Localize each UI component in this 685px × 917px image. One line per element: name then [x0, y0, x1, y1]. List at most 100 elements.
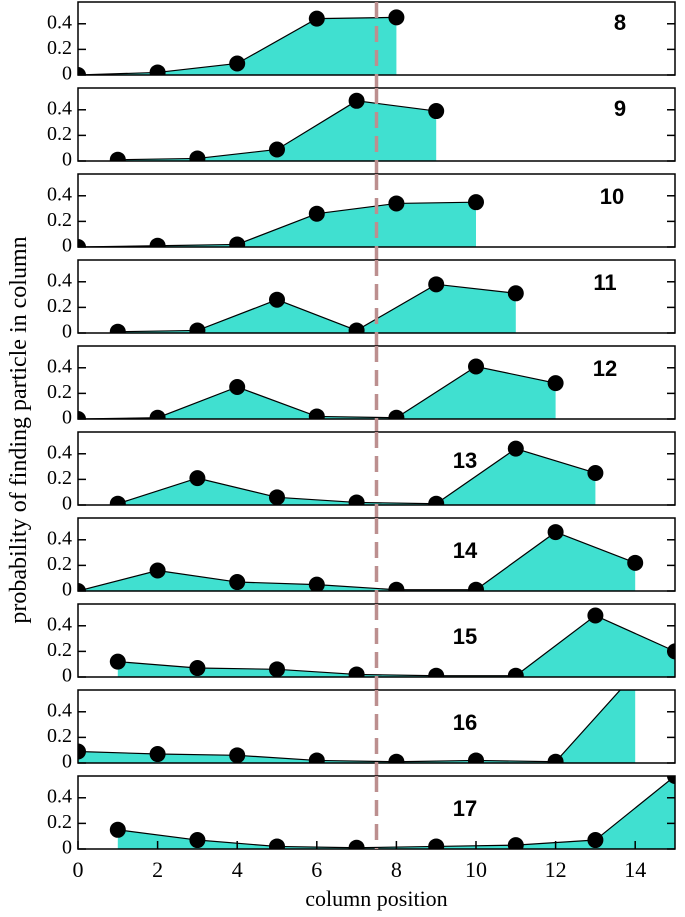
- x-tick-label: 14: [624, 857, 646, 882]
- panel: [78, 690, 636, 763]
- y-tick-label: 0.4: [47, 11, 72, 33]
- y-tick-label: 0.4: [47, 97, 72, 119]
- y-tick-label: 0.4: [47, 183, 72, 205]
- marker: [468, 581, 484, 591]
- marker: [667, 776, 675, 784]
- y-tick-label: 0.2: [47, 639, 72, 661]
- y-tick-label: 0.2: [47, 209, 72, 231]
- marker: [269, 141, 285, 158]
- marker: [547, 524, 564, 541]
- panel-label: 10: [600, 184, 624, 209]
- marker: [109, 323, 126, 333]
- marker: [78, 239, 86, 247]
- marker: [109, 821, 126, 838]
- y-tick-label: 0: [62, 493, 72, 515]
- panel-label: 16: [453, 710, 477, 735]
- marker: [109, 151, 126, 161]
- panel: [78, 531, 636, 591]
- panel-label: 8: [614, 10, 626, 35]
- y-tick-label: 0.2: [47, 381, 72, 403]
- y-tick-label: 0.4: [47, 527, 72, 549]
- marker: [109, 495, 126, 505]
- y-tick-label: 0: [62, 321, 72, 343]
- y-tick-label: 0: [62, 665, 72, 687]
- marker: [348, 322, 365, 333]
- marker: [587, 464, 604, 481]
- marker: [269, 661, 285, 677]
- y-tick-label: 0: [62, 751, 72, 773]
- y-axis-title: probability of finding particle in colum…: [6, 236, 32, 623]
- y-tick-label: 0: [62, 149, 72, 171]
- marker: [308, 752, 325, 763]
- area-fill: [78, 532, 636, 591]
- y-tick-label: 0.2: [47, 467, 72, 489]
- marker: [189, 470, 206, 487]
- marker: [269, 489, 285, 505]
- panel-label: 9: [614, 96, 626, 121]
- marker: [149, 746, 166, 763]
- area-fill: [117, 615, 675, 677]
- marker: [269, 291, 285, 308]
- marker: [468, 358, 484, 375]
- marker: [507, 285, 524, 302]
- marker: [149, 562, 166, 579]
- y-tick-label: 0.2: [47, 37, 72, 59]
- panel: [117, 283, 516, 333]
- area-fill: [78, 17, 397, 75]
- marker: [348, 494, 365, 505]
- x-tick-label: 4: [232, 857, 243, 882]
- marker: [388, 9, 405, 26]
- marker: [587, 832, 604, 849]
- marker: [308, 408, 325, 419]
- marker: [507, 837, 524, 849]
- area-fill: [78, 366, 556, 419]
- marker: [388, 195, 405, 212]
- marker: [229, 236, 246, 247]
- marker: [428, 276, 445, 293]
- marker: [189, 150, 206, 161]
- x-tick-label: 0: [73, 857, 84, 882]
- marker: [308, 10, 325, 27]
- marker: [189, 660, 206, 677]
- y-tick-label: 0: [62, 837, 72, 859]
- marker: [388, 409, 405, 419]
- x-axis-title: column position: [305, 886, 447, 911]
- marker: [348, 92, 365, 109]
- area-fill: [117, 448, 596, 505]
- marker: [229, 378, 246, 395]
- y-tick-label: 0: [62, 235, 72, 257]
- panel-label: 14: [453, 538, 478, 563]
- marker: [388, 753, 405, 763]
- marker: [388, 581, 405, 591]
- panel-label: 12: [593, 356, 617, 381]
- marker: [468, 752, 484, 763]
- y-tick-label: 0: [62, 407, 72, 429]
- panel: [117, 614, 675, 677]
- marker: [308, 205, 325, 222]
- marker: [587, 607, 604, 624]
- marker: [428, 667, 445, 677]
- y-tick-label: 0.2: [47, 725, 72, 747]
- y-tick-label: 0.2: [47, 811, 72, 833]
- y-tick-label: 0.4: [47, 785, 72, 807]
- x-tick-label: 2: [152, 857, 163, 882]
- marker: [428, 103, 445, 120]
- marker: [189, 832, 206, 849]
- area-line: [78, 690, 622, 763]
- area-fill: [78, 202, 476, 247]
- marker: [149, 409, 166, 419]
- marker: [348, 666, 365, 677]
- marker: [507, 440, 524, 457]
- panel-label: 11: [593, 270, 616, 295]
- area-line: [117, 614, 675, 677]
- area-line: [78, 201, 477, 247]
- marker: [109, 653, 126, 670]
- marker: [78, 67, 86, 75]
- marker: [308, 576, 325, 591]
- x-tick-label: 10: [465, 857, 487, 882]
- marker: [269, 838, 285, 849]
- area-line: [78, 531, 636, 591]
- marker: [78, 743, 86, 760]
- x-tick-label: 8: [391, 857, 402, 882]
